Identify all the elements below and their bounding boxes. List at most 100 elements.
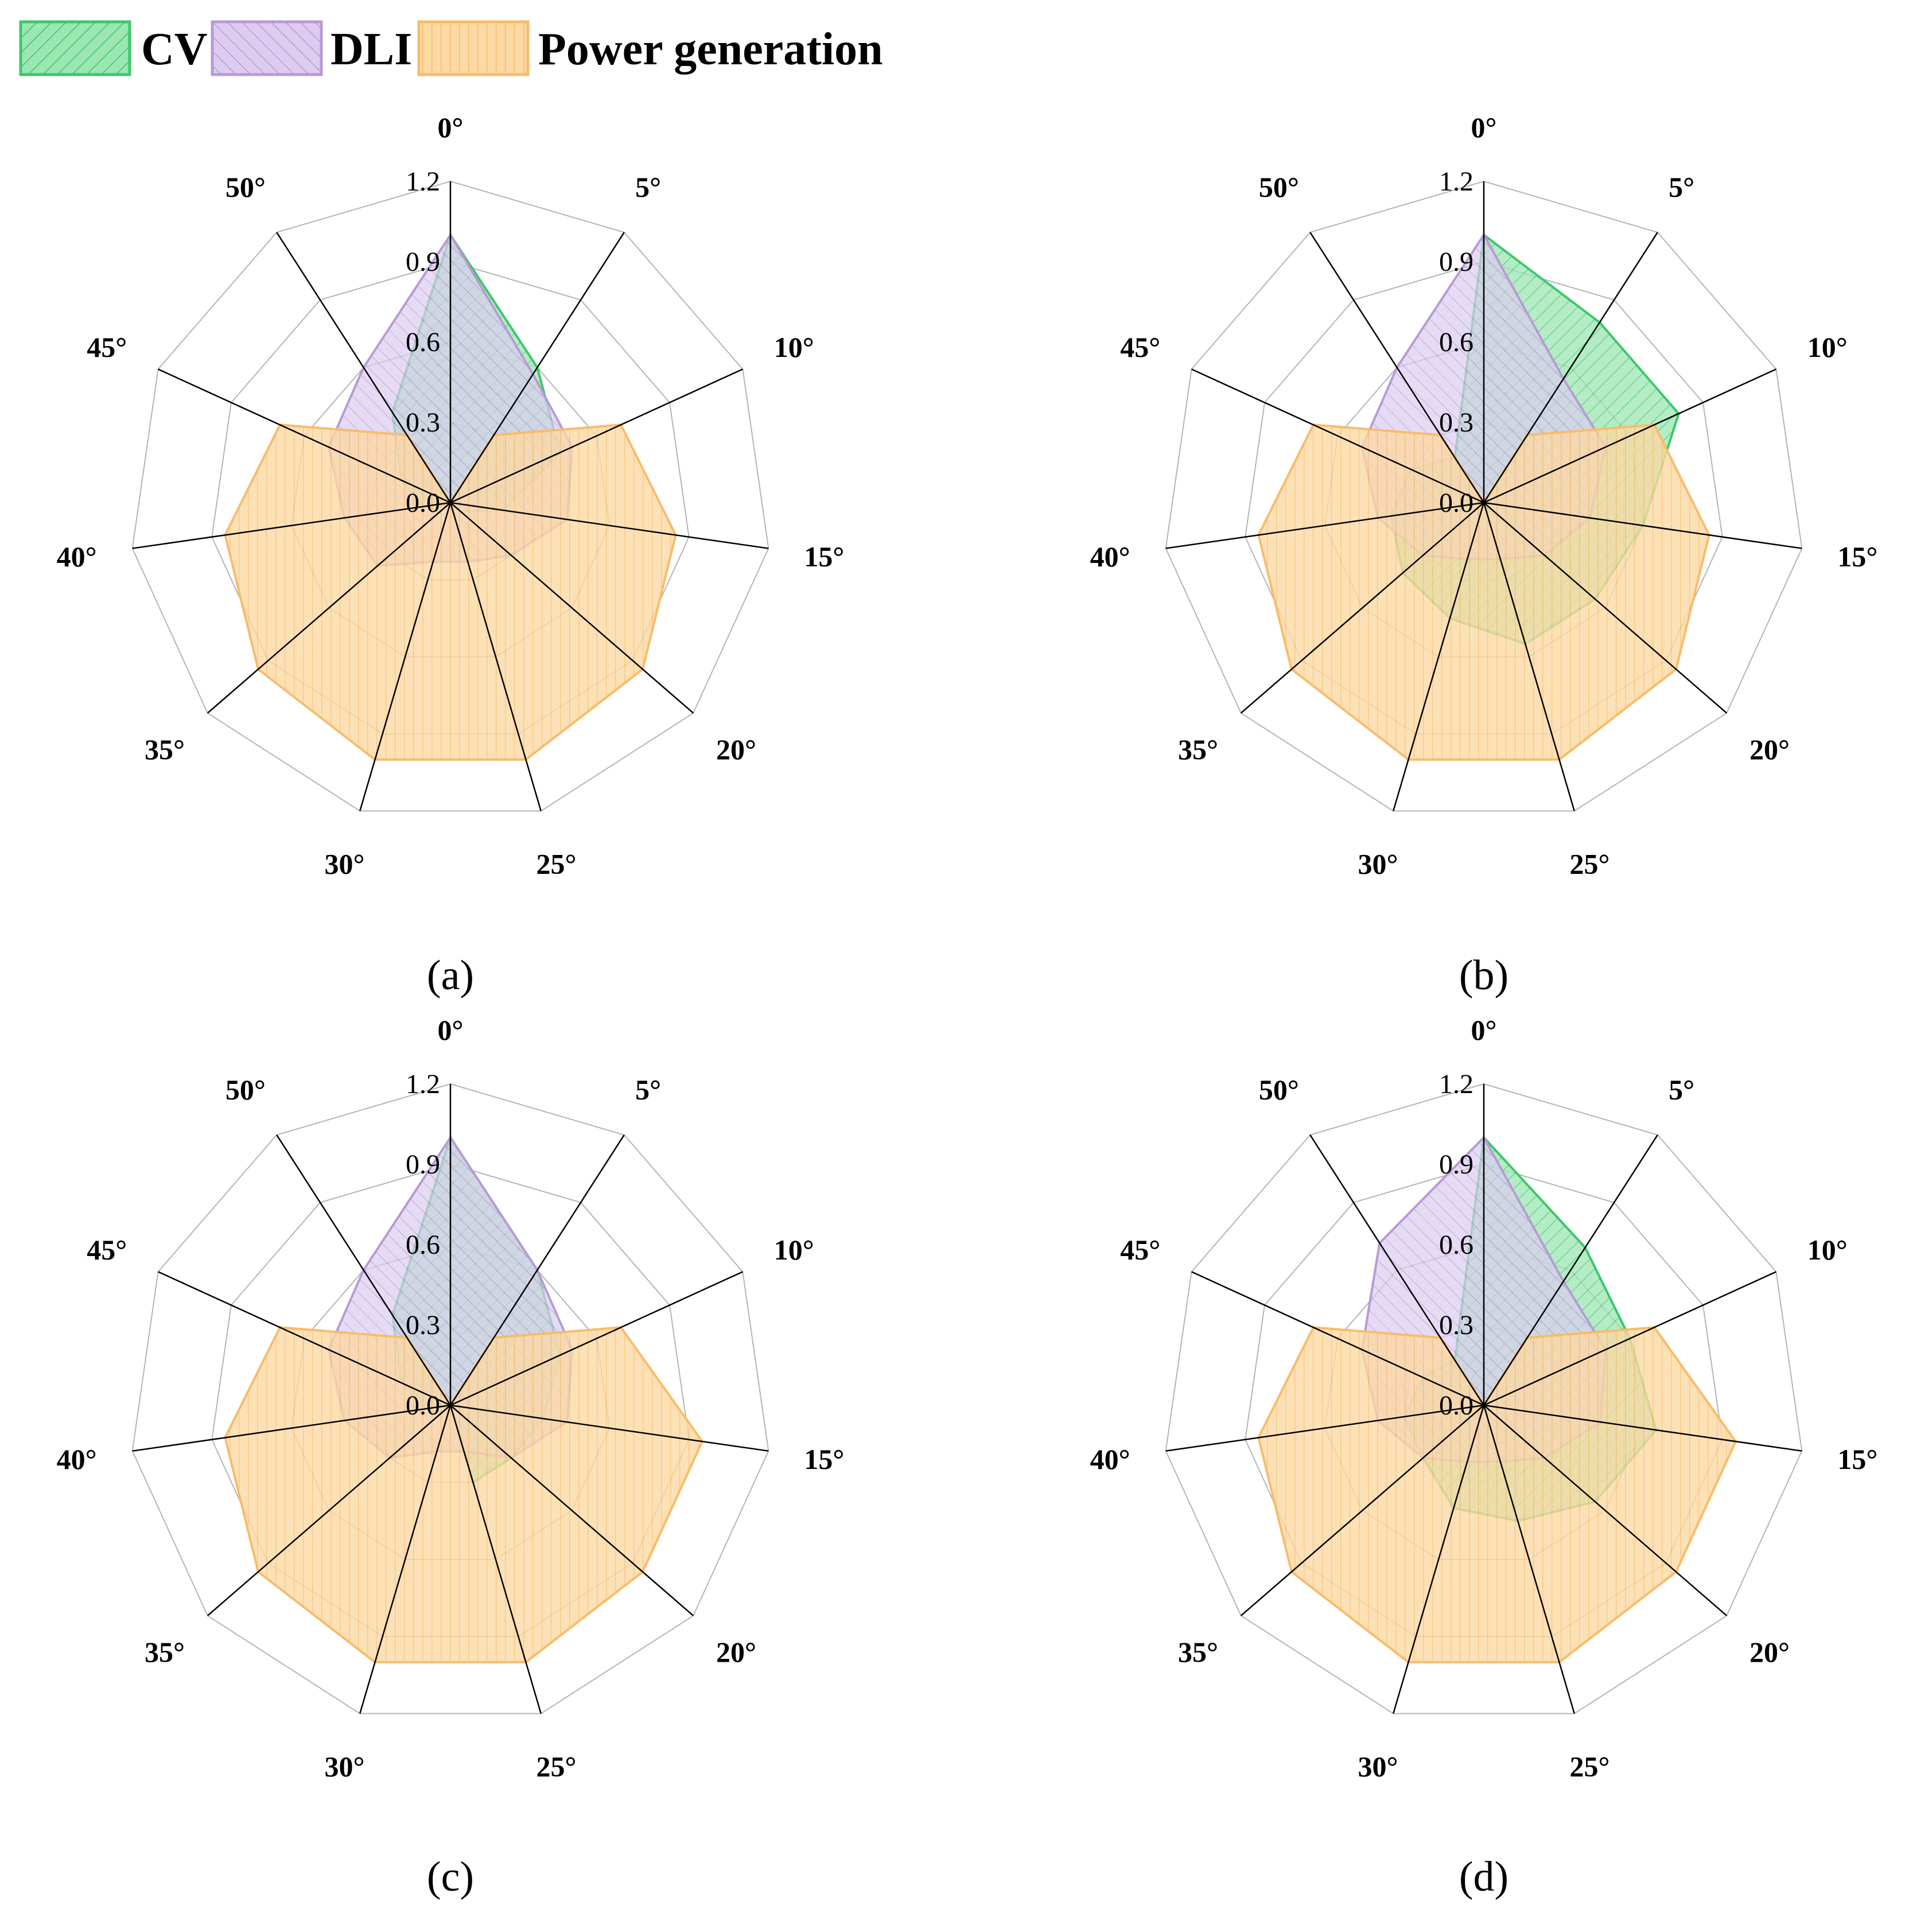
category-label: 50° [1259, 171, 1299, 203]
category-label: 5° [1669, 171, 1694, 203]
radial-tick-label: 0.3 [406, 407, 440, 438]
grid-ring [131, 180, 769, 812]
axis-spoke [276, 232, 452, 503]
radial-tick-label: 0.9 [1439, 1149, 1473, 1180]
axis-spoke [132, 1404, 451, 1452]
axis-spoke [1240, 502, 1484, 714]
category-label: 15° [1837, 541, 1877, 573]
category-label: 45° [87, 1234, 127, 1266]
category-label: 0° [1471, 111, 1497, 143]
category-label: 15° [804, 541, 844, 573]
category-label: 40° [1090, 1443, 1130, 1475]
legend-item-cv: CV [19, 20, 208, 76]
axis-spoke [158, 368, 451, 504]
category-label: 20° [716, 1636, 756, 1668]
radial-tick-label: 0.3 [1439, 1310, 1473, 1340]
radial-tick-label: 0.0 [1439, 1390, 1473, 1421]
category-label: 35° [145, 733, 185, 765]
axis-spoke [359, 1405, 452, 1714]
radial-tick-label: 1.2 [1439, 1069, 1473, 1099]
axis-spoke [449, 1405, 542, 1714]
panel-label: (d) [1459, 1853, 1508, 1900]
series-power-generation [1257, 423, 1710, 761]
axis-spoke [1393, 502, 1485, 811]
axis-spoke [1483, 502, 1575, 811]
category-label: 50° [1259, 1074, 1299, 1106]
series-power-generation [1257, 1326, 1737, 1663]
category-label: 30° [324, 848, 364, 880]
category-label: 0° [1471, 1014, 1497, 1046]
radial-tick-label: 1.2 [406, 1069, 440, 1099]
axis-spoke [1483, 232, 1658, 503]
axis-spoke [1240, 1405, 1484, 1616]
radial-tick-label: 1.2 [1439, 166, 1473, 197]
axis-spoke [1483, 1271, 1776, 1406]
category-label: 20° [1749, 733, 1790, 765]
category-label: 25° [1570, 848, 1610, 880]
category-label: 45° [1120, 331, 1160, 363]
category-label: 45° [1120, 1234, 1160, 1266]
axis-spoke [1165, 502, 1484, 549]
axis-spoke [1309, 1134, 1485, 1406]
category-label: 5° [635, 171, 661, 203]
radial-tick-label: 0.6 [406, 327, 440, 357]
axis-spoke [359, 502, 452, 811]
category-label: 25° [1570, 1750, 1610, 1782]
axis-spoke [1483, 1404, 1802, 1452]
category-label: 10° [774, 1234, 814, 1266]
legend-swatch-dli [211, 20, 323, 76]
axis-spoke [449, 1134, 625, 1406]
category-label: 40° [57, 1443, 97, 1475]
category-label: 10° [1807, 1234, 1848, 1266]
category-label: 10° [1807, 331, 1848, 363]
radar-panels: 0.0 0.3 0.6 0.9 1.2 0° 5° 10° 15° 20° 25° 30° 35° 40°… [57, 111, 1878, 1900]
axis-spoke [450, 368, 743, 504]
category-label: 35° [1178, 1636, 1218, 1668]
axis-spoke [450, 502, 694, 714]
radial-tick-label: 0.9 [406, 1149, 440, 1180]
axis-spoke [1393, 1405, 1485, 1714]
category-label: 30° [324, 1750, 364, 1782]
axis-spoke [449, 232, 625, 503]
radial-tick-label: 0.0 [406, 1390, 440, 1421]
category-label: 20° [1749, 1636, 1790, 1668]
legend-label-power-generation: Power generation [538, 24, 883, 75]
category-label: 30° [1358, 1750, 1398, 1782]
category-label: 50° [225, 171, 266, 203]
axis-spoke [450, 502, 769, 549]
radar-panel-1: 0.0 0.3 0.6 0.9 1.2 0° 5° 10° 15° 20° 25° 30° 35° 40°… [57, 111, 845, 999]
axis-spoke [1483, 1405, 1728, 1616]
axis-spoke [1309, 232, 1485, 503]
axis-spoke [1191, 1271, 1484, 1406]
category-label: 50° [225, 1074, 266, 1106]
axis-spoke [158, 1271, 451, 1406]
axis-spoke [132, 502, 451, 549]
radar-panel-4: 0.0 0.3 0.6 0.9 1.2 0° 5° 10° 15° 20° 25° 30° 35° 40°… [1090, 1014, 1878, 1900]
category-label: 5° [1669, 1074, 1694, 1106]
axis-spoke [276, 1134, 452, 1406]
category-label: 25° [536, 848, 577, 880]
axis-spoke [1483, 1134, 1658, 1406]
radial-tick-label: 0.3 [1439, 407, 1473, 438]
category-label: 5° [635, 1074, 661, 1106]
radial-tick-label: 0.6 [1439, 1230, 1473, 1260]
radial-tick-label: 0.0 [406, 488, 440, 518]
axis-spoke [207, 502, 451, 714]
category-label: 25° [536, 1750, 577, 1782]
radial-tick-label: 0.9 [1439, 247, 1473, 277]
axis-spoke [450, 1404, 769, 1452]
category-label: 10° [774, 331, 814, 363]
axis-spoke [449, 502, 542, 811]
axis-spoke [1483, 502, 1728, 714]
radial-tick-label: 0.6 [1439, 327, 1473, 357]
radar-panel-3: 0.0 0.3 0.6 0.9 1.2 0° 5° 10° 15° 20° 25° 30° 35° 40°… [57, 1014, 845, 1900]
category-label: 35° [1178, 733, 1218, 765]
legend-swatch-power-generation [417, 20, 530, 76]
axis-spoke [1483, 368, 1776, 504]
axis-spoke [1191, 368, 1484, 504]
axis-spoke [1483, 1405, 1575, 1714]
category-label: 35° [145, 1636, 185, 1668]
axis-spoke [450, 1271, 743, 1406]
axis-spoke [450, 1405, 694, 1616]
